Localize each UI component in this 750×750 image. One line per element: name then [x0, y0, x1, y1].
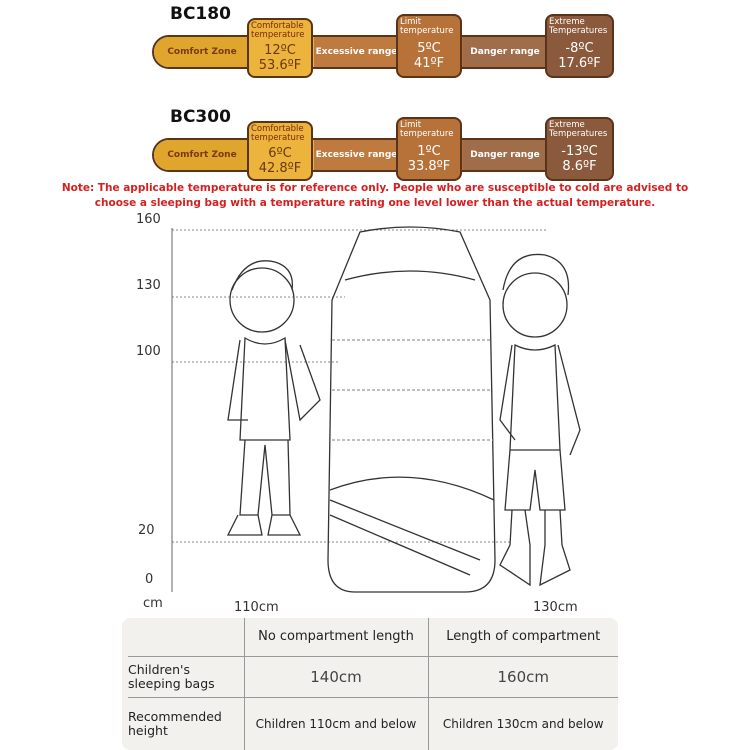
table-cell: Children 110cm and below: [243, 696, 429, 750]
excessive-range-segment: Excessive range: [314, 140, 399, 170]
model-name: BC300: [170, 107, 231, 127]
unit-label: cm: [143, 596, 163, 611]
tick-0: 0: [145, 572, 154, 587]
row-label: Children's sleeping bags: [128, 655, 245, 698]
note-line-1: Note: The applicable temperature is for …: [61, 182, 689, 194]
row-label: Recommended height: [128, 696, 245, 750]
table-row: Children's sleeping bags 140cm 160cm: [128, 655, 618, 698]
size-table: No compartment length Length of compartm…: [122, 618, 618, 750]
tick-130: 130: [136, 278, 161, 293]
extreme-temperature-box: Extreme Temperatures -13ºC 8.6ºF: [545, 117, 614, 181]
comfort-zone-segment: Comfort Zone: [154, 140, 250, 170]
limit-temperature-box: Limit temperature 5ºC 41ºF: [396, 14, 462, 78]
child-left-illustration: [226, 260, 321, 536]
tick-20: 20: [138, 523, 155, 538]
note-line-2: choose a sleeping bag with a temperature…: [94, 197, 656, 209]
table-cell: Children 130cm and below: [427, 696, 618, 750]
table-row: Recommended height Children 110cm and be…: [128, 696, 618, 750]
table-cell: 140cm: [243, 655, 429, 698]
model-name: BC180: [170, 4, 231, 24]
right-child-height: 130cm: [533, 600, 578, 615]
table-cell: 160cm: [427, 655, 618, 698]
temperature-rating-bc300: BC300 Comfort Zone Excessive range Dange…: [0, 103, 750, 203]
table-header-empty: [128, 618, 245, 657]
extreme-temperature-box: Extreme Temperatures -8ºC 17.6ºF: [545, 14, 614, 78]
danger-range-segment: Danger range: [463, 37, 547, 67]
comfortable-temperature-box: Comfortable temperature 6ºC 42.8ºF: [247, 121, 313, 181]
comfortable-temperature-box: Comfortable temperature 12ºC 53.6ºF: [247, 18, 313, 78]
size-illustration: [171, 226, 581, 593]
child-right-illustration: [499, 253, 581, 587]
limit-temperature-box: Limit temperature 1ºC 33.8ºF: [396, 117, 462, 181]
sleeping-bag: [327, 226, 496, 593]
danger-range-segment: Danger range: [463, 140, 547, 170]
comfort-zone-segment: Comfort Zone: [154, 37, 250, 67]
excessive-range-segment: Excessive range: [314, 37, 399, 67]
table-header: No compartment length: [243, 618, 429, 657]
height-guides: [172, 229, 548, 543]
table-header: Length of compartment: [427, 618, 618, 657]
tick-160: 160: [136, 212, 161, 227]
tick-100: 100: [136, 344, 161, 359]
temperature-rating-bc180: BC180 Comfort Zone Excessive range Dange…: [0, 0, 750, 100]
left-child-height: 110cm: [234, 600, 279, 615]
